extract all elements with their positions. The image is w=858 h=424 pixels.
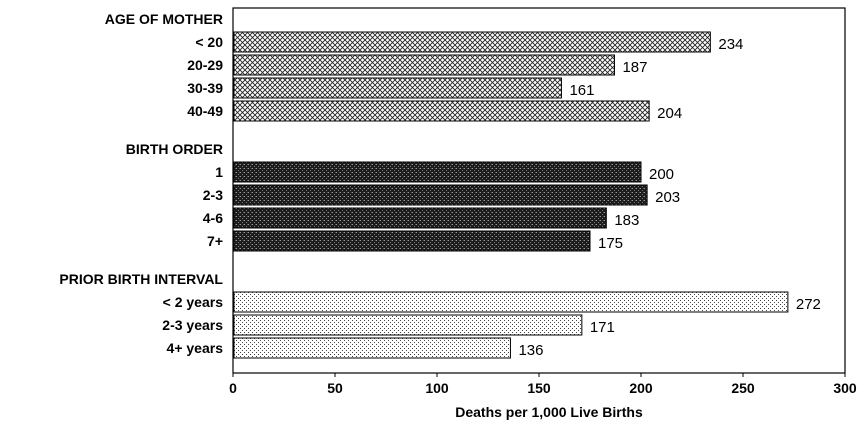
group-label: PRIOR BIRTH INTERVAL xyxy=(59,271,223,287)
data-label: 136 xyxy=(518,342,543,359)
x-tick-label: 50 xyxy=(327,380,343,396)
category-label: 20-29 xyxy=(187,57,223,73)
group-label: BIRTH ORDER xyxy=(126,141,223,157)
bar xyxy=(233,184,648,206)
x-tick-label: 100 xyxy=(425,380,449,396)
x-tick-label: 300 xyxy=(833,380,857,396)
category-label: 1 xyxy=(215,164,223,180)
bar xyxy=(233,100,650,122)
data-label: 272 xyxy=(796,296,821,313)
category-label: 4-6 xyxy=(203,210,223,226)
bar xyxy=(233,291,789,313)
bar xyxy=(233,161,642,183)
data-label: 203 xyxy=(655,189,680,206)
bar xyxy=(233,230,591,252)
data-label: 187 xyxy=(622,59,647,76)
data-label: 171 xyxy=(590,319,615,336)
category-label: 4+ years xyxy=(167,340,224,356)
x-axis-label: Deaths per 1,000 Live Births xyxy=(455,404,643,420)
category-label: < 2 years xyxy=(163,294,224,310)
data-label: 234 xyxy=(718,36,743,53)
category-label: 30-39 xyxy=(187,80,223,96)
bar xyxy=(233,337,511,359)
bar xyxy=(233,31,711,53)
category-label: 40-49 xyxy=(187,103,223,119)
bar xyxy=(233,77,562,99)
data-label: 204 xyxy=(657,105,682,122)
category-label: < 20 xyxy=(195,34,223,50)
bar xyxy=(233,207,607,229)
x-tick-label: 0 xyxy=(229,380,237,396)
category-label: 2-3 xyxy=(203,187,223,203)
x-tick-label: 150 xyxy=(527,380,551,396)
data-label: 200 xyxy=(649,166,674,183)
data-label: 183 xyxy=(614,212,639,229)
data-label: 161 xyxy=(569,82,594,99)
bar xyxy=(233,314,583,336)
category-label: 7+ xyxy=(207,233,223,249)
group-label: AGE OF MOTHER xyxy=(105,11,223,27)
category-label: 2-3 years xyxy=(162,317,223,333)
x-tick-label: 250 xyxy=(731,380,755,396)
x-tick-label: 200 xyxy=(629,380,653,396)
bar xyxy=(233,54,615,76)
data-label: 175 xyxy=(598,235,623,252)
plot-area: AGE OF MOTHER < 20 234 20-29 187 30-39 161 40-4… xyxy=(59,7,857,420)
